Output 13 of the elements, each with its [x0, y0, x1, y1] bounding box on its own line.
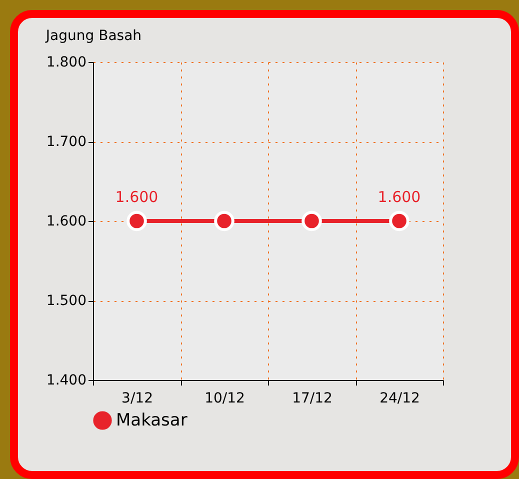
data-label: 1.600	[115, 188, 158, 206]
y-tick-label: 1.600	[46, 214, 86, 230]
x-tick-label: 3/12	[122, 390, 153, 406]
y-tick-label: 1.700	[46, 134, 86, 150]
x-tick-label: 10/12	[204, 390, 245, 406]
y-tick-label: 1.400	[46, 372, 86, 388]
x-tick-label: 17/12	[292, 390, 332, 406]
chart-title: Jagung Basah	[44, 28, 142, 44]
y-tick-label: 1.800	[46, 54, 86, 70]
legend-label: Makasar	[116, 410, 188, 430]
y-tick-label: 1.500	[46, 293, 86, 309]
x-tick-label: 24/12	[380, 390, 420, 406]
data-label: 1.600	[378, 188, 421, 206]
